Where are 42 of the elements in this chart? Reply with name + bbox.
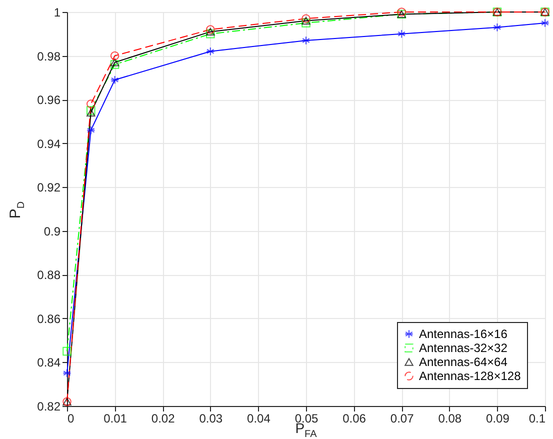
- y-tick-label: 0.88: [37, 268, 61, 282]
- point: [110, 51, 120, 60]
- point: [86, 100, 96, 108]
- y-tick-label: 0.84: [37, 356, 61, 370]
- point: [62, 368, 72, 378]
- y-tick-label: 1: [54, 6, 61, 20]
- x-tick-label: 0.08: [438, 412, 462, 426]
- point: [302, 16, 310, 25]
- x-tick-label: 0.07: [390, 412, 414, 426]
- point: [86, 126, 96, 135]
- y-tick-label: 0.82: [37, 400, 61, 414]
- y-tick-label: 0.98: [37, 49, 61, 64]
- x-tick-label: 0.1: [528, 412, 546, 426]
- point: [540, 18, 550, 28]
- x-tick-label: 0.09: [486, 412, 510, 426]
- x-tick-label: 0.02: [151, 412, 176, 426]
- point: [110, 58, 120, 66]
- point: [206, 28, 215, 36]
- legend-label: Antennas-16×16: [419, 327, 508, 341]
- point: [302, 36, 310, 45]
- point: [397, 30, 406, 38]
- legend-label: Antennas-64×64: [419, 355, 508, 369]
- y-tick-label: 0.86: [37, 312, 61, 326]
- point: [110, 75, 120, 84]
- point: [206, 47, 215, 56]
- point: [86, 108, 96, 117]
- x-tick-label: 0.03: [199, 412, 223, 426]
- y-tick-label: 0.92: [37, 180, 61, 195]
- legend-label: Antennas-128×128: [419, 369, 522, 383]
- y-tick-label: 0.96: [37, 93, 61, 108]
- point: [492, 22, 502, 32]
- y-tick-label: 0.9: [44, 224, 61, 238]
- y-tick-label: 0.94: [37, 136, 61, 151]
- point: [302, 18, 310, 28]
- x-tick-label: 0: [68, 412, 74, 426]
- x-tick-label: 0.06: [342, 412, 366, 426]
- point: [206, 30, 215, 38]
- x-tick-label: 0.01: [104, 412, 128, 426]
- x-tick-label: 0.04: [247, 412, 271, 426]
- point: [110, 60, 120, 69]
- point: [62, 346, 72, 356]
- legend-label: Antennas-32×32: [419, 341, 508, 355]
